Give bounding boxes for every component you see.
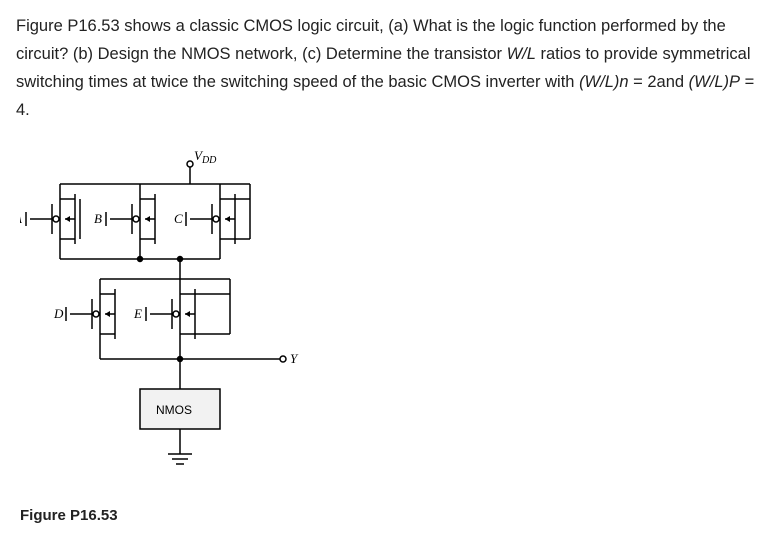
- svg-text:VDD: VDD: [194, 148, 217, 166]
- problem-line4-prefix: = 2and: [633, 73, 689, 91]
- svg-text:C: C: [174, 211, 183, 226]
- svg-text:E: E: [133, 306, 142, 321]
- svg-text:Y: Y: [290, 351, 299, 366]
- problem-line1: Figure P16.53 shows a classic CMOS logic…: [16, 17, 726, 35]
- problem-line2: circuit? (b) Design the NMOS network, (c…: [16, 45, 507, 63]
- figure-caption: Figure P16.53: [20, 507, 118, 524]
- problem-statement: Figure P16.53 shows a classic CMOS logic…: [16, 12, 766, 124]
- svg-text:D: D: [53, 306, 64, 321]
- svg-text:B: B: [94, 211, 102, 226]
- wlp-var: (W/L)P: [689, 73, 740, 91]
- wl-var: W/L: [507, 45, 536, 63]
- circuit-diagram: VDD A: [20, 144, 320, 504]
- figure-area: VDD A: [20, 144, 320, 524]
- svg-text:NMOS: NMOS: [156, 403, 192, 417]
- problem-line2-suffix: ratios to provide: [536, 45, 658, 63]
- wln-var: (W/L)n: [579, 73, 629, 91]
- svg-text:A: A: [20, 211, 22, 226]
